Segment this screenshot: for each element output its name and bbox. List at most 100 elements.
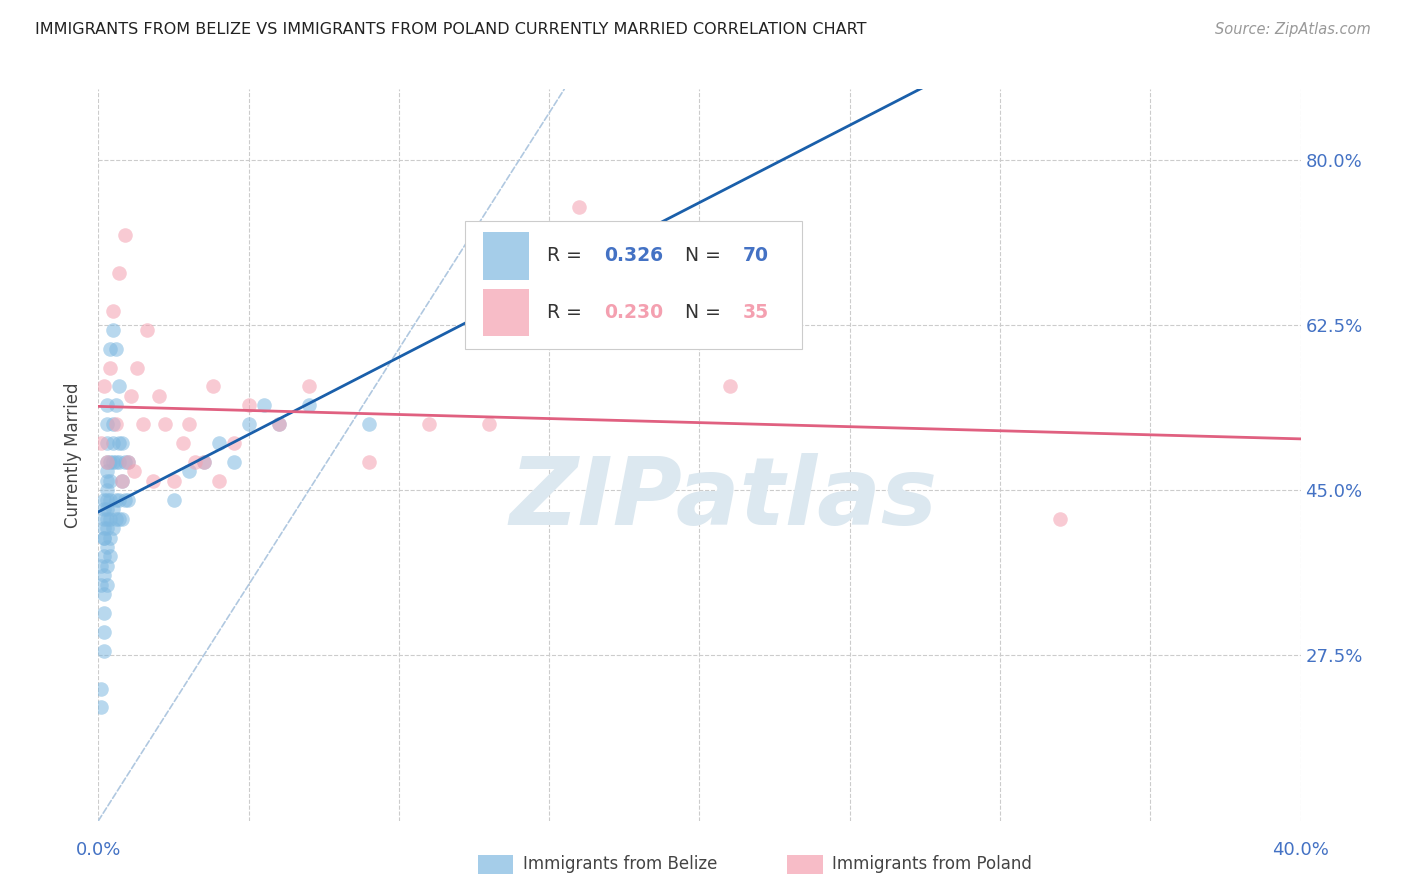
Text: IMMIGRANTS FROM BELIZE VS IMMIGRANTS FROM POLAND CURRENTLY MARRIED CORRELATION C: IMMIGRANTS FROM BELIZE VS IMMIGRANTS FRO… <box>35 22 866 37</box>
FancyBboxPatch shape <box>465 221 801 349</box>
Text: Immigrants from Poland: Immigrants from Poland <box>832 855 1032 873</box>
Point <box>100 474 122 488</box>
Point <box>90 577 112 591</box>
Point <box>93 606 115 620</box>
Point <box>90 436 112 450</box>
Point <box>148 389 170 403</box>
Point <box>208 436 231 450</box>
Text: R =: R = <box>547 246 588 266</box>
Text: 70: 70 <box>742 246 769 266</box>
Point <box>105 455 128 469</box>
Point <box>111 474 134 488</box>
Point <box>96 511 118 525</box>
Point <box>208 474 231 488</box>
Text: N =: N = <box>673 302 727 322</box>
Point <box>108 266 131 280</box>
Point <box>478 417 501 432</box>
Point <box>90 700 112 714</box>
Point <box>96 474 118 488</box>
Point <box>117 455 139 469</box>
Point <box>105 492 128 507</box>
Point <box>93 587 115 601</box>
Text: ZIPatlas: ZIPatlas <box>509 453 938 545</box>
Point <box>114 455 136 469</box>
Point <box>162 492 184 507</box>
Point <box>93 531 115 545</box>
Point <box>222 436 245 450</box>
Text: 0.326: 0.326 <box>605 246 664 266</box>
Text: 0.0%: 0.0% <box>76 841 121 859</box>
Point <box>96 465 118 479</box>
Point <box>177 465 200 479</box>
Point <box>111 436 134 450</box>
Text: N =: N = <box>673 246 727 266</box>
Point <box>127 360 149 375</box>
Point <box>90 681 112 696</box>
Point <box>103 502 125 516</box>
Point <box>418 417 440 432</box>
Text: 0.230: 0.230 <box>605 302 664 322</box>
Point <box>135 323 157 337</box>
Point <box>93 492 115 507</box>
Point <box>121 389 143 403</box>
Point <box>100 531 122 545</box>
Point <box>96 436 118 450</box>
Point <box>103 417 125 432</box>
Text: 40.0%: 40.0% <box>1272 841 1329 859</box>
Text: R =: R = <box>547 302 588 322</box>
Point <box>222 455 245 469</box>
Point <box>90 558 112 573</box>
Text: Source: ZipAtlas.com: Source: ZipAtlas.com <box>1215 22 1371 37</box>
Point <box>96 455 118 469</box>
Point <box>162 474 184 488</box>
Point <box>96 540 118 554</box>
Point <box>93 624 115 639</box>
Point <box>718 379 741 393</box>
Point <box>96 398 118 412</box>
Point <box>238 398 260 412</box>
Point <box>124 465 146 479</box>
Point <box>111 474 134 488</box>
Point <box>357 455 380 469</box>
Point <box>105 511 128 525</box>
Point <box>177 417 200 432</box>
Point <box>103 304 125 318</box>
Point <box>96 558 118 573</box>
Point <box>568 200 591 214</box>
Point <box>93 549 115 564</box>
Point <box>103 436 125 450</box>
Point <box>103 455 125 469</box>
FancyBboxPatch shape <box>484 288 529 336</box>
Point <box>201 379 224 393</box>
Point <box>357 417 380 432</box>
Point <box>93 379 115 393</box>
Text: Immigrants from Belize: Immigrants from Belize <box>523 855 717 873</box>
Point <box>105 398 128 412</box>
Point <box>153 417 176 432</box>
Point <box>100 342 122 356</box>
Point <box>100 360 122 375</box>
Point <box>193 455 215 469</box>
Point <box>1049 511 1071 525</box>
Point <box>108 492 131 507</box>
Point <box>132 417 155 432</box>
Point <box>108 511 131 525</box>
Point <box>193 455 215 469</box>
Point <box>267 417 290 432</box>
Point <box>105 417 128 432</box>
Point <box>93 531 115 545</box>
Point <box>117 492 139 507</box>
Y-axis label: Currently Married: Currently Married <box>65 382 83 528</box>
Point <box>93 644 115 658</box>
Point <box>96 417 118 432</box>
Point <box>103 521 125 535</box>
Point <box>108 455 131 469</box>
Text: 35: 35 <box>742 302 769 322</box>
Point <box>96 502 118 516</box>
Point <box>100 492 122 507</box>
Point <box>100 549 122 564</box>
Point <box>103 323 125 337</box>
Point <box>93 511 115 525</box>
Point <box>183 455 205 469</box>
Point <box>111 511 134 525</box>
